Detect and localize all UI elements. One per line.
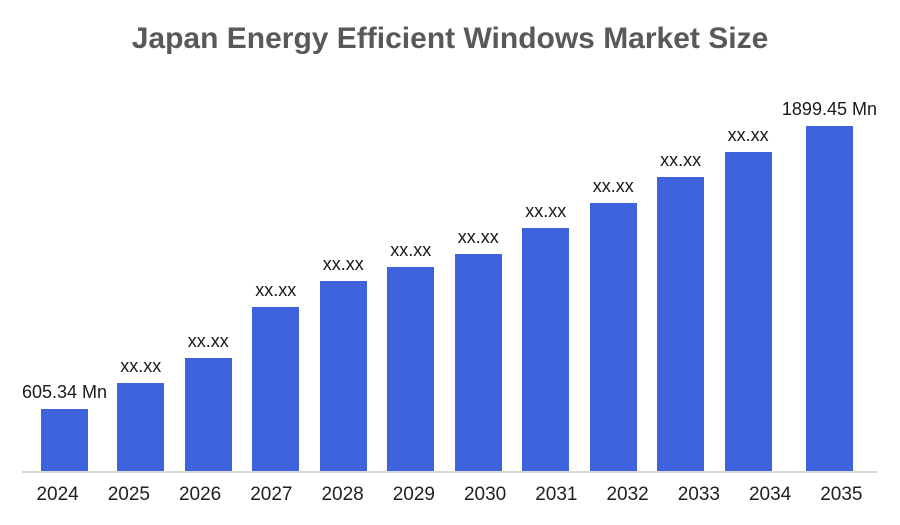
bar-group-2025: xx.xx [107,0,174,472]
bar-group-2034: xx.xx [714,0,781,472]
bar-group-2032: xx.xx [579,0,646,472]
x-axis-tick-label: 2032 [606,484,649,505]
bar-value-label: xx.xx [592,176,634,196]
bar-group-2027: xx.xx [242,0,309,472]
bar [522,228,570,472]
x-axis-tick-label: 2030 [463,484,507,505]
bar-value-label: 605.34 Mn [22,382,108,402]
bar-value-label: xx.xx [525,201,567,221]
x-axis-line [22,471,877,473]
bar-value-label: xx.xx [457,227,499,247]
x-axis-tick-label: 2025 [107,484,151,505]
bar [41,409,89,472]
x-axis-tick-label: 2024 [36,484,79,505]
bar-value-label: xx.xx [660,150,702,170]
x-axis-labels: 2024 2025 2026 2027 2028 2029 2030 2031 2032 2033… [22,484,877,506]
chart-title: Japan Energy Efficient Windows Market Si… [131,22,769,55]
bar-group-2028: xx.xx [310,0,377,472]
x-axis-tick-label: 2034 [748,484,792,505]
bar-value-label: xx.xx [255,280,297,300]
bar [252,307,300,472]
bar [454,254,502,472]
bar-group-2030: xx.xx [444,0,511,472]
bar-group-2031: xx.xx [512,0,579,472]
bars-area: 605.34 Mn xx.xx xx.xx xx.xx xx.xx xx.xx xx.xx x… [22,0,877,472]
x-axis-tick-label: 2033 [677,484,721,505]
bar-value-label: xx.xx [187,331,229,351]
bar-value-label: xx.xx [390,240,432,260]
x-axis-tick-label: 2031 [535,484,578,505]
x-axis-tick-label: 2027 [250,484,293,505]
bar-group-2029: xx.xx [377,0,444,472]
bar-value-label: xx.xx [322,254,364,274]
bar-chart: 605.34 Mn xx.xx xx.xx xx.xx xx.xx xx.xx xx.xx x… [22,0,877,525]
x-axis-tick-label: 2028 [321,484,364,505]
bar [387,267,435,472]
x-axis-tick-label: 2035 [820,484,863,505]
bar [657,177,705,472]
bar-group-2026: xx.xx [175,0,242,472]
bar-group-2033: xx.xx [647,0,714,472]
bar [805,126,853,472]
bar [184,358,232,472]
bar-value-label: 1899.45 Mn [781,99,877,119]
bar [117,383,165,472]
bar [319,281,367,472]
bar [724,152,772,472]
bar [589,203,637,472]
x-axis-tick-label: 2026 [178,484,222,505]
bar-value-label: xx.xx [120,356,162,376]
x-axis-tick-label: 2029 [392,484,436,505]
bar-value-label: xx.xx [727,125,769,145]
bar-group-2035: 1899.45 Mn [782,0,877,472]
bar-group-2024: 605.34 Mn [22,0,107,472]
